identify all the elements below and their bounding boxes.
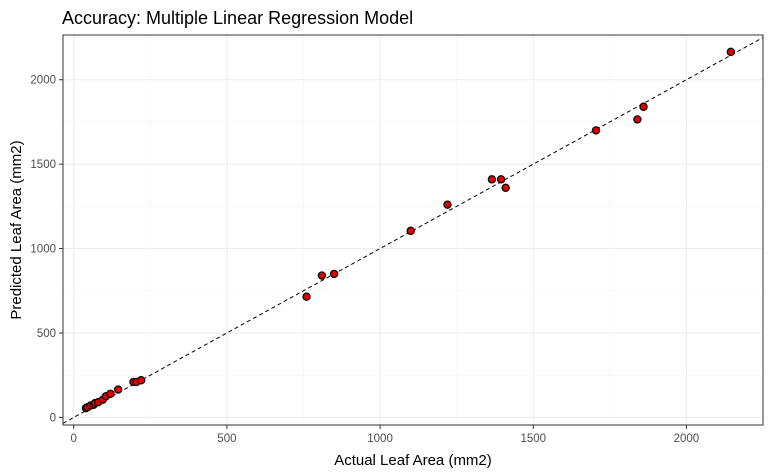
y-axis-title: Predicted Leaf Area (mm2) [8, 140, 25, 319]
y-tick-label: 1000 [30, 244, 56, 256]
data-point [106, 389, 115, 398]
data-point [639, 102, 648, 111]
x-tick-label: 0 [71, 433, 77, 445]
data-point [487, 175, 497, 184]
data-points [81, 47, 736, 413]
y-tick-label: 2000 [30, 75, 56, 87]
data-point [113, 385, 123, 394]
data-point [136, 376, 146, 385]
data-point [443, 200, 452, 209]
x-axis: 0 500 1000 1500 2000 [71, 425, 700, 445]
y-tick-label: 0 [50, 412, 56, 424]
grid [63, 35, 764, 425]
data-point [591, 126, 601, 135]
data-point [406, 226, 415, 236]
data-point [302, 292, 311, 301]
y-tick-label: 500 [37, 328, 56, 340]
x-tick-label: 2000 [674, 433, 700, 445]
x-tick-label: 500 [217, 433, 236, 445]
x-axis-title: Actual Leaf Area (mm2) [334, 452, 492, 469]
x-tick-label: 1500 [520, 433, 546, 445]
data-point [633, 115, 642, 124]
y-tick-label: 1500 [30, 159, 56, 171]
data-point [496, 175, 506, 184]
data-point [317, 271, 327, 280]
x-tick-label: 1000 [367, 433, 393, 445]
data-point [726, 47, 736, 57]
plot-panel [62, 34, 764, 426]
data-point [329, 269, 339, 279]
y-axis: 0 500 1000 1500 2000 [30, 75, 63, 424]
data-point [501, 183, 510, 192]
chart-title: Accuracy: Multiple Linear Regression Mod… [62, 8, 413, 28]
